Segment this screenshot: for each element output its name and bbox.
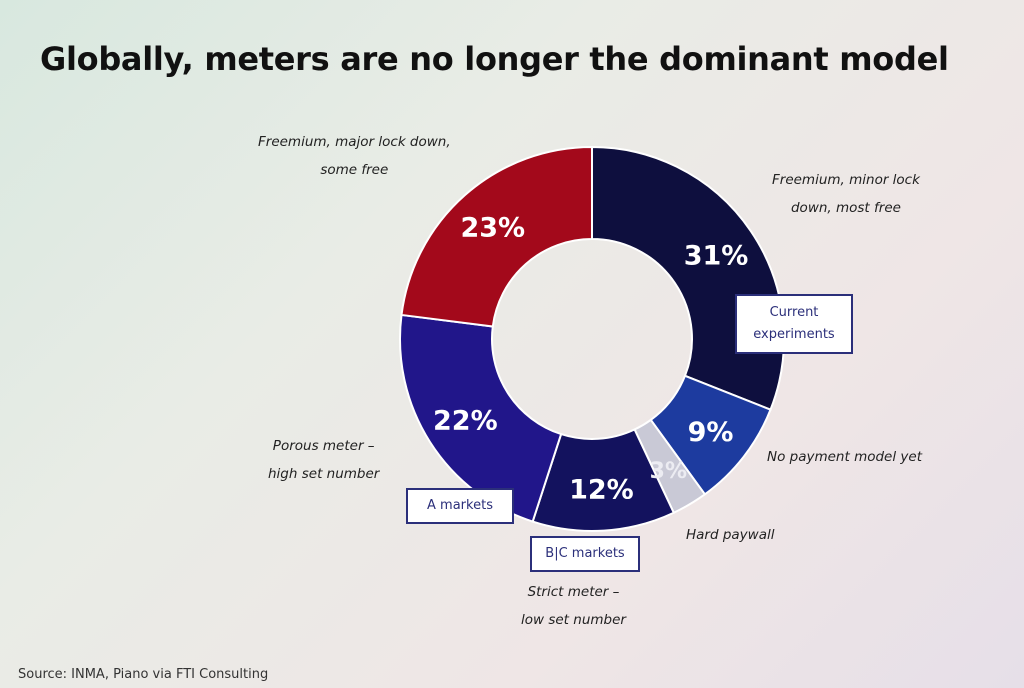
slice-0: [591, 145, 785, 411]
page-title: Globally, meters are no longer the domin…: [40, 40, 949, 78]
label-strict-meter: Strict meter – low set number: [521, 584, 626, 628]
slice-value-3: 12%: [569, 475, 634, 506]
slice-4: [399, 313, 563, 523]
slice-value-0: 31%: [684, 241, 749, 272]
callout-current-experiments: Current experiments: [735, 294, 853, 354]
label-no-payment: No payment model yet: [767, 449, 922, 465]
callout-a-markets: A markets: [406, 488, 514, 524]
slice-value-1: 9%: [688, 417, 734, 448]
slice-value-2: 3%: [650, 459, 687, 484]
slice-5: [400, 145, 593, 328]
label-freemium-minor: Freemium, minor lock down, most free: [772, 172, 920, 216]
slice-value-5: 23%: [460, 212, 525, 243]
label-hard-paywall: Hard paywall: [686, 527, 775, 543]
label-freemium-major: Freemium, major lock down, some free: [258, 134, 451, 178]
callout-bc-markets: B|C markets: [530, 536, 640, 572]
slice-value-4: 22%: [433, 405, 498, 436]
label-porous-meter: Porous meter – high set number: [268, 438, 380, 482]
source-note: Source: INMA, Piano via FTI Consulting: [18, 667, 269, 682]
